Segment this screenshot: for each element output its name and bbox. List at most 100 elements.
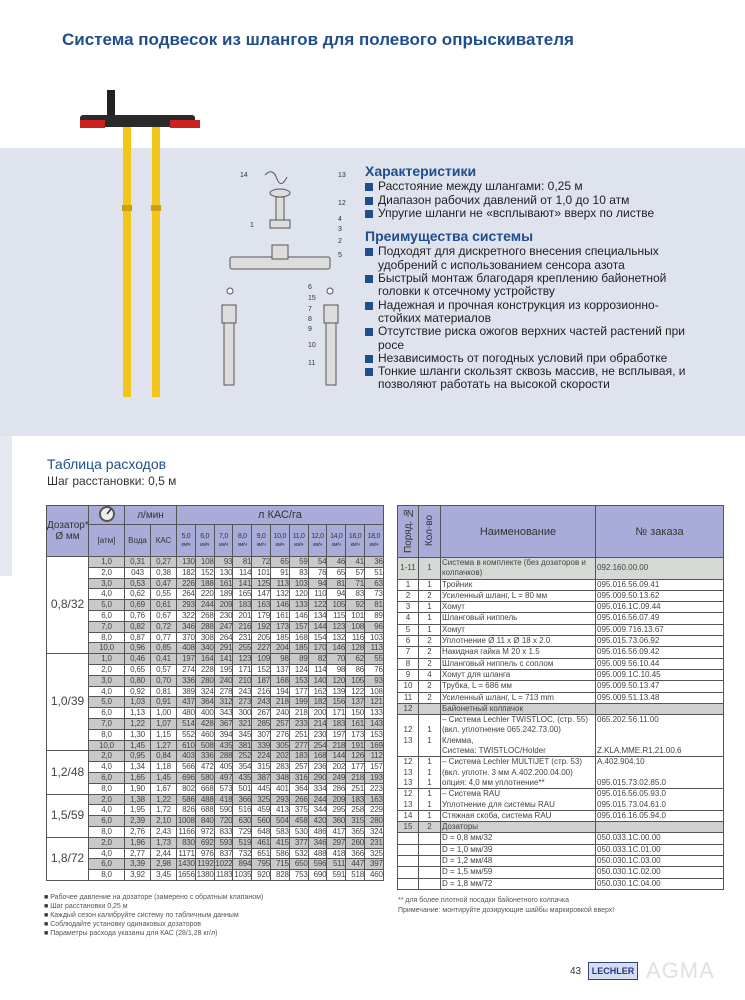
table-row: 4,0 1,34 1,18 566 472 405 354 315 283 257 236 202 17… [47, 761, 384, 773]
exploded-diagram: 14 13 12 4 3 2 1 5 6 15 7 8 9 10 11 [221, 171, 346, 386]
table-cell: 216 [251, 685, 271, 698]
no-cell: 1-11 [397, 557, 419, 580]
table-cell: 692 [194, 836, 215, 849]
table-cell: 573 [213, 782, 234, 795]
table-cell: 260 [345, 836, 365, 849]
table-cell: 696 [176, 771, 196, 784]
page-number: 43 [570, 966, 582, 977]
no-cell: 10 [397, 680, 419, 693]
table-cell: 153 [363, 728, 384, 741]
table-cell: 183 [232, 599, 253, 611]
table-cell: 828 [270, 869, 290, 881]
label-13: 13 [338, 172, 346, 179]
table-row: 12 Байонетный колпачок [397, 702, 724, 716]
table-cell: 715 [270, 858, 290, 871]
table-cell: 1171 [176, 847, 196, 860]
table-cell: 291 [213, 642, 234, 655]
no-cell: 6 [397, 635, 419, 648]
table-cell: 8,0 [88, 825, 125, 838]
qty-cell: 2 [418, 691, 441, 704]
table-cell: 375 [288, 804, 309, 817]
table-cell: 2,0 [88, 663, 125, 676]
table-cell: 1,07 [149, 717, 178, 730]
table-cell: 91 [270, 566, 290, 579]
label-3: 3 [338, 226, 342, 233]
table-cell: 580 [194, 771, 215, 784]
table-cell: 370 [176, 631, 196, 644]
table-cell: 488 [194, 793, 215, 806]
table-row: 3 1 Хомут 095.016.1C.09.44 [397, 601, 724, 614]
table-cell: 163 [363, 793, 384, 806]
table-cell: 4,0 [88, 804, 125, 817]
qty-cell: 1 [418, 557, 441, 580]
table-cell: 218 [326, 739, 347, 752]
table-row: 7,0 0,82 0,72 346 288 247 216 192 173 157 144 123 10… [47, 620, 384, 633]
note-item: Рабочее давление на дозаторе (замерено с… [44, 893, 263, 902]
table-cell: 108 [363, 685, 384, 698]
table-cell: 229 [363, 804, 384, 817]
table-row: 10 2 Трубка, L = 686 мм 095.009.50.13.47 [397, 680, 724, 693]
table-cell: 157 [363, 761, 384, 773]
name-cell: Усиленный шланг, L = 713 mm [440, 691, 596, 704]
order-cell: 092.160.00.00 [595, 557, 724, 580]
qty-cell: 2 [418, 821, 441, 834]
table-cell: 183 [345, 793, 365, 806]
table-cell: 83 [288, 566, 309, 579]
table-cell: 340 [194, 642, 215, 655]
table-cell: 182 [176, 566, 196, 579]
table-cell: 189 [213, 588, 234, 601]
table-cell: 7,0 [88, 717, 125, 730]
table-cell: 447 [345, 858, 365, 871]
table-cell: 144 [307, 620, 328, 633]
table-cell: 293 [270, 793, 290, 806]
table-cell: 0,65 [124, 663, 151, 676]
table-cell: 214 [307, 717, 328, 730]
name-cell: Хомут [440, 623, 596, 637]
table-cell: 273 [232, 696, 253, 709]
name-cell: Стяжная скоба, система RAU [440, 809, 596, 823]
col-no: Поряд. № [397, 505, 419, 558]
table-cell: 0,57 [149, 663, 178, 676]
table-cell: 228 [194, 663, 215, 676]
table-row: 6,0 1,65 1,45 696 580 497 435 387 348 316 290 249 21… [47, 771, 384, 784]
table-row: 15 2 Дозаторы [397, 821, 724, 834]
rate-table: Дозатор* Ø мм л/мин л КАС/га [атм] Вода КАС 5,… [46, 505, 384, 881]
table-cell: 4,0 [88, 588, 125, 601]
table-cell: 729 [232, 825, 253, 838]
table-cell: 96 [363, 620, 384, 633]
label-5: 5 [338, 252, 342, 259]
table-cell: 1,15 [149, 728, 178, 741]
table-cell: 1380 [194, 869, 215, 881]
table-cell: 516 [232, 804, 253, 817]
table-row: 10,0 1,45 1,27 610 508 435 381 339 305 277 254 218 1… [47, 739, 384, 752]
table-row: D = 1,8 мм/72 050.030.1C.04.00 [397, 877, 724, 890]
col-speed: 7,0 км/ч [213, 524, 234, 557]
table-cell: 0,72 [149, 620, 178, 633]
table-cell: 152 [194, 566, 215, 579]
table-cell: 161 [213, 577, 234, 590]
label-15: 15 [308, 295, 316, 302]
table-cell: 397 [363, 858, 384, 871]
table-cell: 1,90 [124, 782, 151, 795]
table-row: 6,0 3,39 2,98 1430 1192 1022 894 795 715 650 596 51… [47, 858, 384, 871]
table-cell: 177 [288, 685, 309, 698]
table-cell: 976 [194, 847, 215, 860]
table-cell: 274 [176, 663, 196, 676]
table-cell: 218 [270, 696, 290, 709]
table-cell: 76 [307, 566, 328, 579]
table-cell: 140 [307, 674, 328, 687]
bullet-item: Отсутствие риска ожогов верхних частей р… [365, 325, 700, 352]
table-cell: 59 [288, 556, 309, 568]
table-cell: 1,34 [124, 761, 151, 773]
order-cell: 050.030.1C.03.00 [595, 855, 724, 868]
label-4: 4 [338, 216, 342, 223]
table-row: 1 1 Тройник 095.016.56.09.41 [397, 578, 724, 591]
table-cell: 0,47 [149, 577, 178, 590]
col-speed: 12,0 км/ч [307, 524, 328, 557]
col-speed: 5,0 км/ч [176, 524, 196, 557]
name-cell: Хомут для шланга [440, 668, 596, 682]
name-cell: Тройник [440, 578, 596, 591]
table-cell: 381 [232, 739, 253, 752]
table-row: 8,0 2,76 2,43 1166 972 833 729 648 583 530 486 417 3… [47, 825, 384, 838]
table-cell: 130 [176, 556, 196, 568]
